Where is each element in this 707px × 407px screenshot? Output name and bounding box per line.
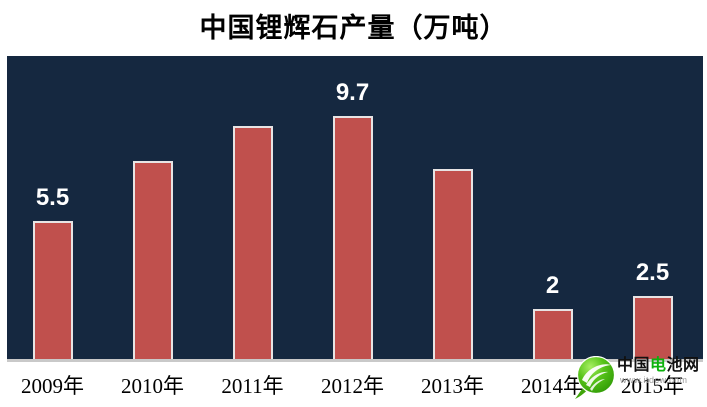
bar-2014年 [532,309,573,359]
site-name-prefix: 中国 [617,357,651,374]
site-name: 中国电池网 [617,358,707,374]
bar-2015年 [632,296,673,359]
x-axis-label: 2014年 [521,374,584,398]
site-watermark: 中国电池网 www.itdcw.com [574,354,707,402]
plot-area: 5.5 9.7 2 2.5 [7,56,703,362]
x-axis-label: 2009年 [21,374,84,398]
bar-2013年 [432,169,473,359]
bar-2009年 [32,221,73,359]
site-name-suffix: 池网 [666,357,700,374]
x-axis: 2009年 2010年 2011年 2012年 2013年 2014年 2015年 [7,370,703,400]
bar-value-label: 2 [545,272,560,299]
x-axis-label: 2013年 [421,374,484,398]
x-axis-label: 2015年 [621,374,684,398]
bar-2011年 [232,126,273,359]
bar-value-label: 9.7 [335,79,370,106]
site-name-green-char: 电 [650,357,667,374]
x-axis-label: 2011年 [221,374,284,398]
bar-value-label: 2.5 [635,259,670,286]
x-axis-label: 2010年 [121,374,184,398]
bar-value-label: 5.5 [35,184,70,211]
x-axis-label: 2012年 [321,374,384,398]
leaf-swoosh-logo-icon [574,355,616,407]
site-url: www.itdcw.com [620,375,688,385]
chart-title: 中国锂辉石产量（万吨） [199,13,508,43]
bar-2010年 [132,161,173,359]
bar-2012年 [332,116,373,359]
